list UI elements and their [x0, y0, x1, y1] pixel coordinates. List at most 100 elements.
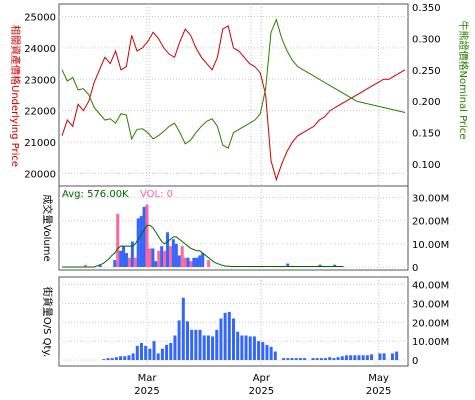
outstanding-bar [206, 335, 210, 360]
nominal-tick-label: 0.200 [412, 97, 441, 108]
outstanding-bar [219, 318, 223, 360]
x-tick-year: 2025 [134, 386, 159, 397]
outstanding-bar [390, 353, 394, 360]
outstanding-bar [177, 320, 181, 360]
outstanding-tick-label: 20.00M [412, 318, 449, 329]
x-axis-labels: Mar 2025 Apr 2025 May 2025 [134, 373, 391, 397]
outstanding-bar [110, 358, 114, 360]
volume-bar [113, 260, 117, 267]
outstanding-tick-label: 0 [412, 356, 418, 367]
outstanding-axis-label: 街貨量O/S Qty. [41, 287, 54, 357]
underlying-tick-label: 21000 [24, 138, 56, 149]
outstanding-bar [119, 356, 123, 360]
volume-bar [166, 232, 170, 267]
outstanding-bar [190, 329, 194, 360]
outstanding-bar [378, 353, 382, 360]
underlying-axis-label: 相關資產價格Underlying Price [9, 25, 22, 167]
outstanding-bar [211, 336, 215, 360]
volume-bar [174, 243, 178, 267]
volume-bars [83, 204, 337, 267]
outstanding-bar [173, 335, 177, 360]
underlying-tick-label: 25000 [24, 13, 56, 24]
outstanding-bar [361, 355, 365, 360]
outstanding-bar [127, 355, 131, 360]
volume-bar [333, 264, 337, 267]
volume-tick-label: 10.00M [412, 240, 449, 251]
outstanding-bar [315, 358, 319, 360]
volume-bar [83, 264, 87, 267]
outstanding-bar [332, 358, 336, 360]
outstanding-bar [160, 348, 164, 360]
outstanding-bar [395, 351, 399, 360]
outstanding-bar [202, 335, 206, 360]
outstanding-tick-label: 30.00M [412, 299, 449, 310]
outstanding-bar [298, 358, 302, 360]
outstanding-bar [349, 355, 353, 360]
outstanding-bar [261, 342, 265, 360]
outstanding-bar [294, 358, 298, 360]
outstanding-tick-label: 10.00M [412, 337, 449, 348]
outstanding-bar [244, 335, 248, 360]
outstanding-bar [357, 355, 361, 360]
nominal-tick-label: 0.150 [412, 129, 441, 140]
outstanding-bar [282, 358, 286, 360]
volume-bar [154, 261, 158, 267]
volume-bar [198, 255, 202, 267]
volume-bar [157, 250, 161, 267]
underlying-tick-label: 24000 [24, 44, 56, 55]
volume-bar [116, 213, 120, 267]
volume-bar [142, 206, 146, 267]
outstanding-bar [131, 353, 135, 360]
volume-bar [130, 241, 134, 267]
underlying-tick-label: 22000 [24, 107, 56, 118]
volume-bar [151, 248, 155, 267]
volume-bar [163, 250, 167, 267]
outstanding-bar [106, 358, 110, 360]
volume-axis-ticks: 0 10.00M 20.00M 30.00M [412, 194, 449, 274]
outstanding-bar [227, 311, 231, 360]
volume-bar [286, 263, 290, 267]
outstanding-bar [223, 312, 227, 360]
outstanding-bar [252, 336, 256, 360]
x-tick-year: 2025 [249, 386, 274, 397]
price-panel: 20000 21000 22000 23000 24000 25000 0.100 0.15… [9, 3, 470, 190]
x-tick-month: May [368, 373, 389, 384]
outstanding-bar [257, 341, 261, 360]
underlying-tick-label: 20000 [24, 169, 56, 180]
outstanding-bar [169, 343, 173, 360]
outstanding-bar [311, 358, 315, 360]
volume-axis-label: 成交量Volume [41, 194, 54, 261]
outstanding-bar [324, 358, 328, 360]
outstanding-bar [336, 357, 340, 360]
outstanding-bar [344, 355, 348, 360]
underlying-price-line [61, 25, 406, 182]
nominal-tick-label: 0.350 [412, 3, 441, 14]
volume-bar [201, 253, 205, 267]
outstanding-bar [303, 358, 307, 360]
outstanding-bar [232, 318, 235, 360]
x-tick-month: Apr [253, 373, 271, 384]
outstanding-bar [135, 345, 139, 360]
volume-current-label: VOL: 0 [140, 189, 173, 200]
volume-tick-label: 30.00M [412, 194, 449, 205]
nominal-tick-label: 0.300 [412, 34, 441, 45]
volume-bar [139, 216, 143, 267]
volume-bar [119, 250, 123, 267]
volume-bar [192, 257, 196, 267]
volume-bar [98, 264, 102, 267]
volume-bar [180, 246, 184, 267]
outstanding-bar [181, 297, 185, 360]
volume-bar [145, 204, 149, 267]
outstanding-bar [139, 343, 143, 360]
volume-tick-label: 20.00M [412, 217, 449, 228]
outstanding-bar [286, 358, 290, 360]
x-tick-month: Mar [138, 373, 158, 384]
volume-bar [189, 261, 193, 267]
nominal-price-line [61, 18, 406, 149]
outstanding-bar [290, 358, 294, 360]
volume-bar [160, 246, 164, 267]
volume-bar [183, 257, 187, 267]
outstanding-bar [248, 336, 252, 360]
outstanding-bar [365, 355, 369, 360]
